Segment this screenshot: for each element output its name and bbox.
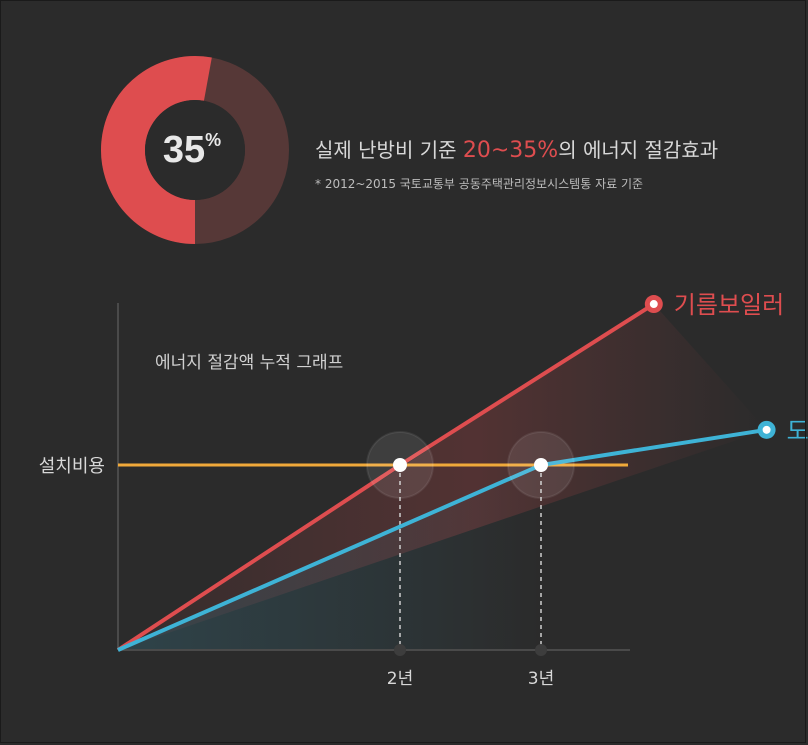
headline-note: * 2012~2015 국토교통부 공동주택관리정보시스템통 자료 기준 — [315, 177, 643, 191]
x-tick-dot — [535, 644, 547, 656]
x-tick-dot — [394, 644, 406, 656]
series-end-marker-core — [762, 425, 771, 434]
donut-chart: 35% — [101, 56, 289, 244]
series-label: 도시가스 — [787, 417, 808, 445]
donut-value: 35% — [163, 129, 221, 171]
breakeven-guides — [394, 465, 547, 656]
breakeven-point — [534, 458, 548, 472]
chart-title: 에너지 절감액 누적 그래프 — [155, 353, 343, 373]
reference-line-label: 설치비용 — [39, 456, 105, 477]
series-label: 기름보일러 — [674, 291, 784, 319]
donut-value-number: 35 — [163, 129, 205, 171]
red-area-fill — [118, 304, 767, 650]
headline-highlight: 20~35% — [463, 138, 558, 163]
breakeven-markers — [366, 431, 575, 499]
x-tick-label: 3년 — [528, 669, 554, 689]
x-tick-label: 2년 — [387, 669, 413, 689]
series-end-marker-core — [649, 300, 658, 309]
headline-prefix: 실제 난방비 기준 — [315, 138, 463, 162]
headline-suffix: 의 에너지 절감효과 — [558, 138, 718, 162]
donut-center — [145, 100, 245, 200]
donut-value-unit: % — [205, 130, 221, 150]
energy-savings-chart: 에너지 절감액 누적 그래프 설치비용 기름보일러도시가스 2년 3년 — [39, 291, 808, 689]
breakeven-point — [393, 458, 407, 472]
x-tick-labels: 2년 3년 — [387, 669, 554, 689]
headline: 실제 난방비 기준 20~35%의 에너지 절감효과 — [315, 138, 718, 163]
donut-value-arc — [101, 56, 212, 244]
